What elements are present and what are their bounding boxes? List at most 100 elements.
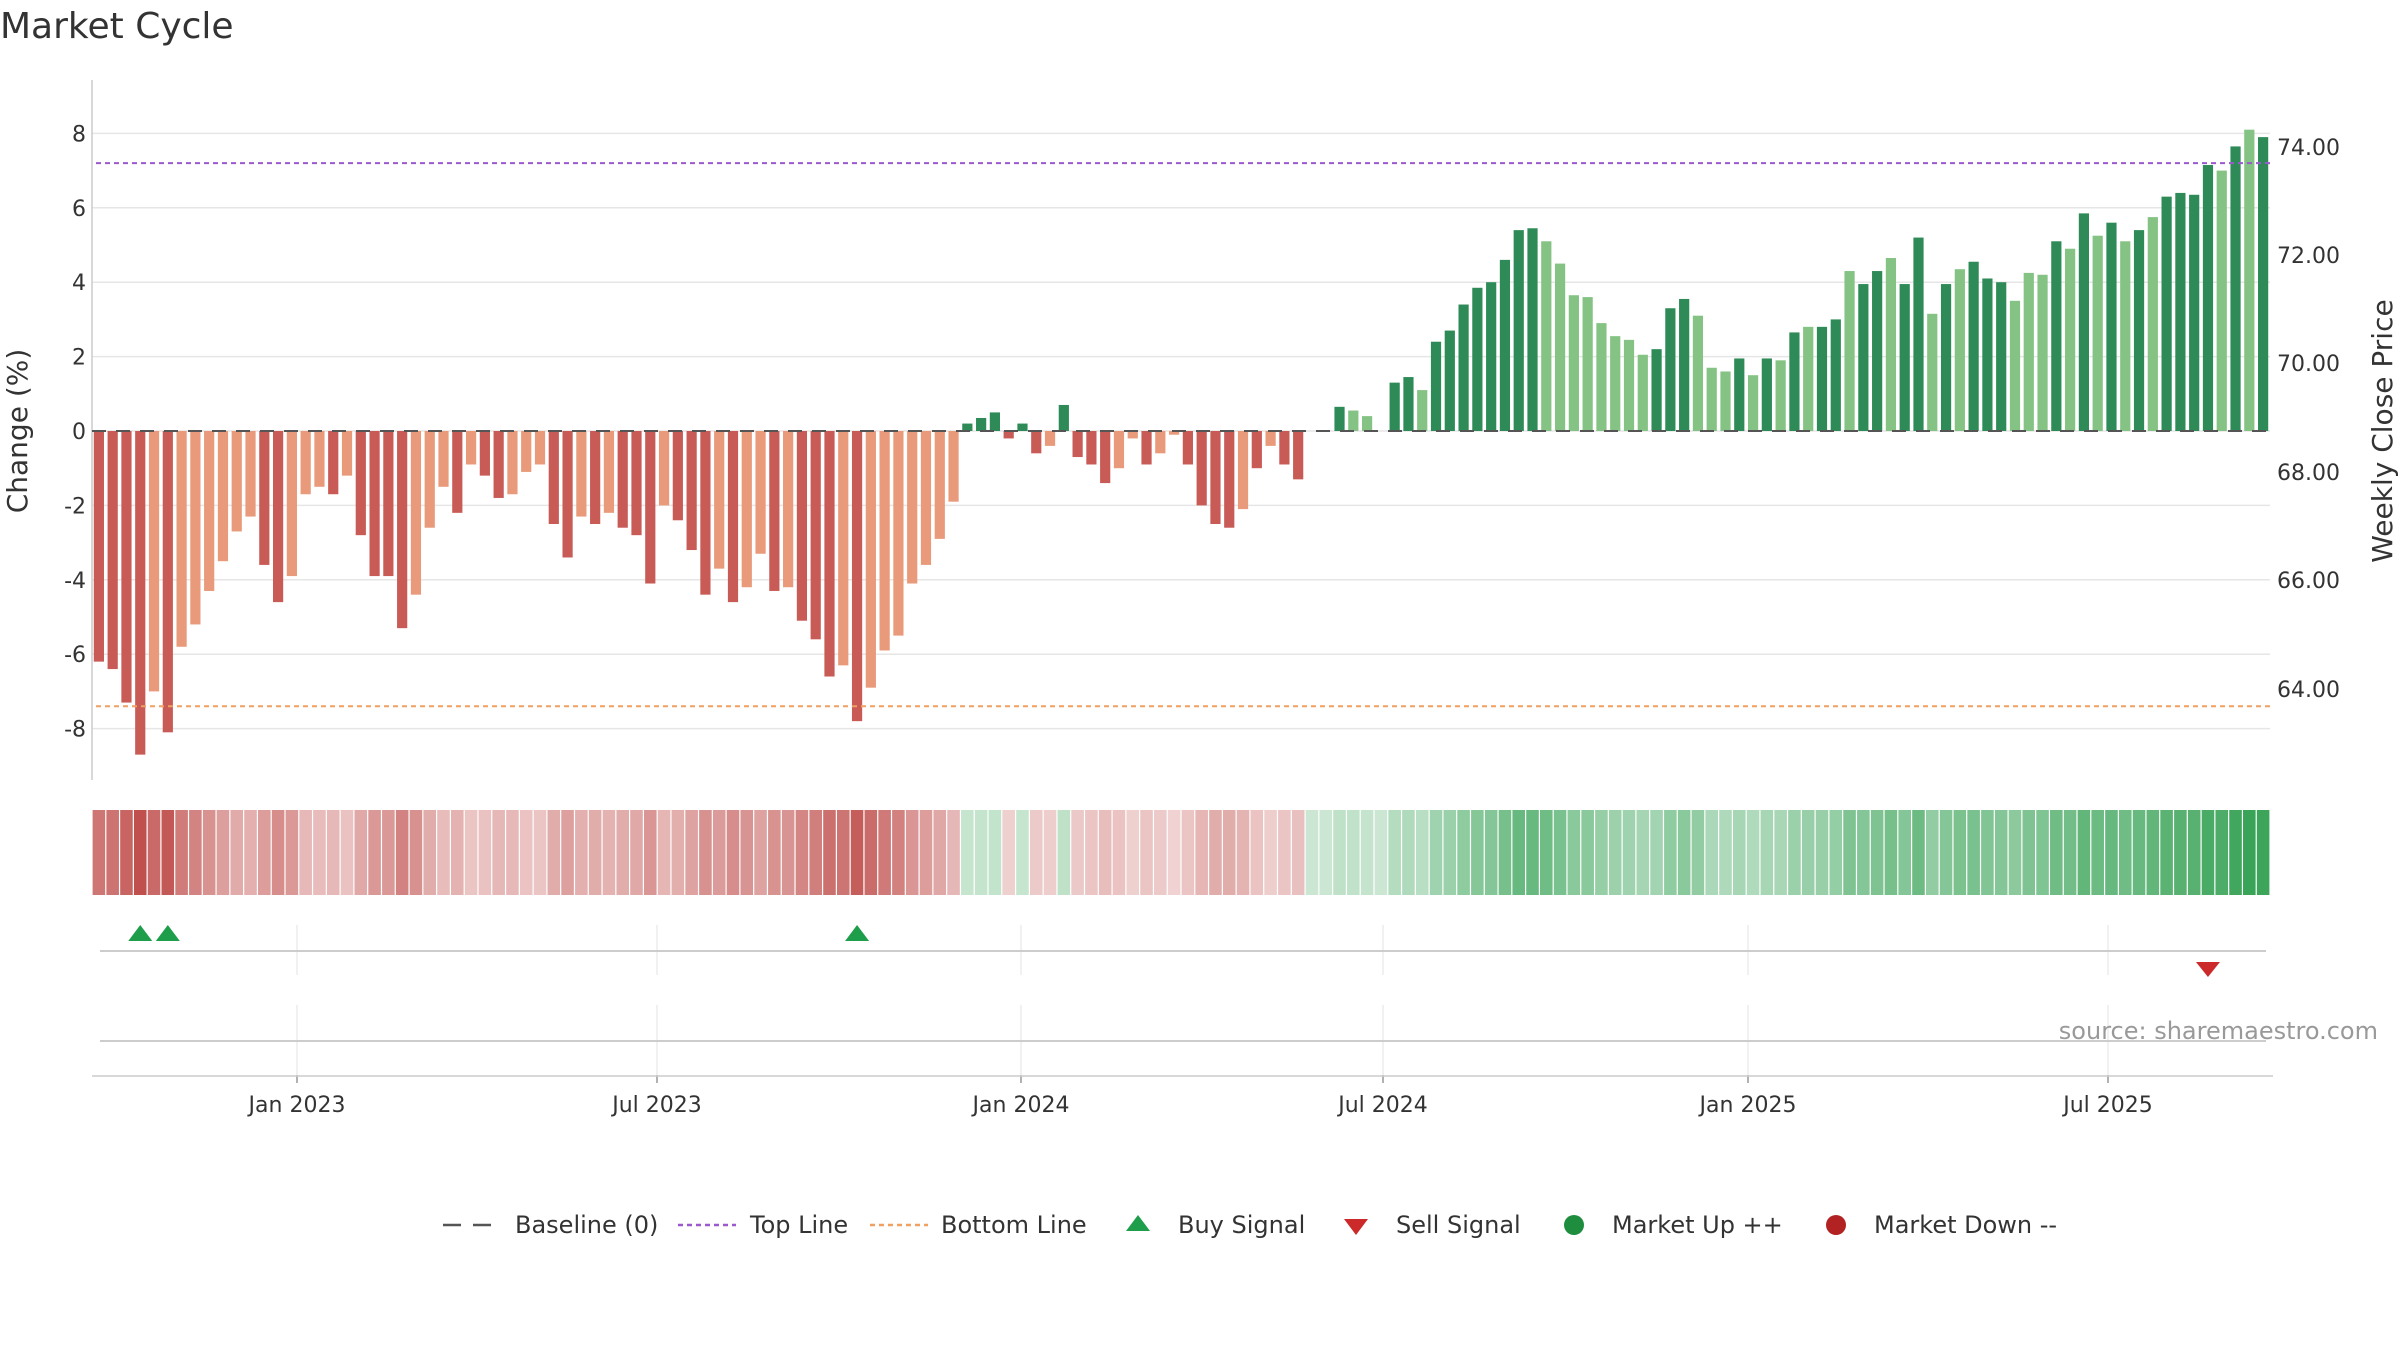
bar xyxy=(1623,339,1635,431)
heat-cell xyxy=(795,810,809,895)
heat-cell xyxy=(864,810,878,895)
heat-cell xyxy=(561,810,574,895)
bar xyxy=(1458,304,1469,431)
x-tick-label: Jul 2025 xyxy=(2061,1093,2153,1118)
bar xyxy=(2175,192,2186,431)
heat-cell xyxy=(216,810,230,895)
bar xyxy=(1044,431,1056,446)
heat-cell xyxy=(1650,810,1663,895)
bar xyxy=(479,431,490,476)
heat-cell xyxy=(2091,810,2104,895)
heat-cell xyxy=(189,810,202,895)
bar xyxy=(1541,241,1552,431)
bar xyxy=(383,431,394,577)
heat-cell xyxy=(1636,810,1650,895)
bar xyxy=(162,431,173,733)
y-tick-label: -8 xyxy=(64,718,86,743)
bar xyxy=(1279,431,1290,465)
legend-label: Market Up ++ xyxy=(1612,1211,1783,1239)
bar xyxy=(824,431,835,677)
heat-cell xyxy=(1567,810,1581,895)
bar xyxy=(590,431,601,524)
bar xyxy=(617,431,628,528)
bar xyxy=(1072,431,1083,458)
heat-strip xyxy=(92,810,2270,895)
bar xyxy=(204,431,215,591)
heat-cell xyxy=(1664,810,1677,895)
heat-cell xyxy=(947,810,960,895)
heat-cell xyxy=(1677,810,1691,895)
bar xyxy=(838,431,849,666)
heat-cell xyxy=(1098,810,1112,895)
bar xyxy=(658,431,670,506)
heat-cell xyxy=(1553,810,1567,895)
bar xyxy=(1637,354,1648,431)
heat-cell xyxy=(1222,810,1236,895)
heat-cell xyxy=(1360,810,1374,895)
bar xyxy=(1899,284,1910,431)
heat-cell xyxy=(1540,810,1553,895)
heat-cell xyxy=(850,810,864,895)
bar xyxy=(672,431,683,521)
bar xyxy=(2244,129,2255,431)
bar xyxy=(1513,230,1524,431)
heat-cell xyxy=(2160,810,2173,895)
heat-cell xyxy=(781,810,795,895)
bar xyxy=(1734,358,1745,431)
bar xyxy=(893,431,904,636)
heat-cell xyxy=(933,810,947,895)
bar xyxy=(507,431,518,495)
bar xyxy=(1610,336,1621,431)
heat-cell xyxy=(809,810,822,895)
heat-cell xyxy=(630,810,643,895)
heat-cell xyxy=(905,810,919,895)
heat-cell xyxy=(1112,810,1126,895)
heat-cell xyxy=(575,810,588,895)
bar xyxy=(907,431,918,584)
heat-cell xyxy=(258,810,271,895)
bar xyxy=(631,431,642,536)
x-tick-label: Jan 2023 xyxy=(247,1093,346,1118)
heat-cell xyxy=(2215,810,2229,895)
heat-cell xyxy=(1788,810,1801,895)
heat-cell xyxy=(1002,810,1015,895)
y2-tick-label: 72.00 xyxy=(2277,244,2340,269)
heat-cell xyxy=(395,810,409,895)
legend-label: Top Line xyxy=(749,1211,848,1239)
bar xyxy=(1706,367,1717,431)
bar xyxy=(286,431,297,577)
heat-cell xyxy=(2050,810,2063,895)
bar xyxy=(107,431,118,670)
bar xyxy=(1430,341,1442,431)
heat-cell xyxy=(602,810,616,895)
bar xyxy=(1058,404,1069,431)
heat-cell xyxy=(1691,810,1705,895)
bar xyxy=(755,431,766,554)
bar xyxy=(1527,228,1538,431)
heat-cell xyxy=(1374,810,1388,895)
legend-item-buy: Buy Signal xyxy=(1126,1211,1305,1239)
heat-cell xyxy=(1829,810,1843,895)
bar xyxy=(1679,298,1690,431)
heat-cell xyxy=(1264,810,1277,895)
heat-cell xyxy=(437,810,450,895)
legend-sell-swatch xyxy=(1344,1219,1368,1235)
bar xyxy=(1844,271,1855,431)
bar xyxy=(948,431,959,502)
heat-cell xyxy=(1719,810,1732,895)
bar xyxy=(1086,431,1097,465)
heat-cell xyxy=(1512,810,1526,895)
heat-cell xyxy=(961,810,974,895)
bar xyxy=(1554,263,1566,431)
bar xyxy=(2037,274,2048,431)
bar xyxy=(741,431,752,588)
heat-cell xyxy=(409,810,423,895)
sell-signal-marker xyxy=(2195,962,2220,977)
heat-cell xyxy=(1801,810,1815,895)
bar xyxy=(1720,371,1731,431)
bar xyxy=(1031,431,1042,454)
heat-cell xyxy=(285,810,299,895)
legend-item-down: Market Down -- xyxy=(1826,1211,2057,1239)
heat-cell xyxy=(1705,810,1718,895)
heat-cell xyxy=(1402,810,1415,895)
